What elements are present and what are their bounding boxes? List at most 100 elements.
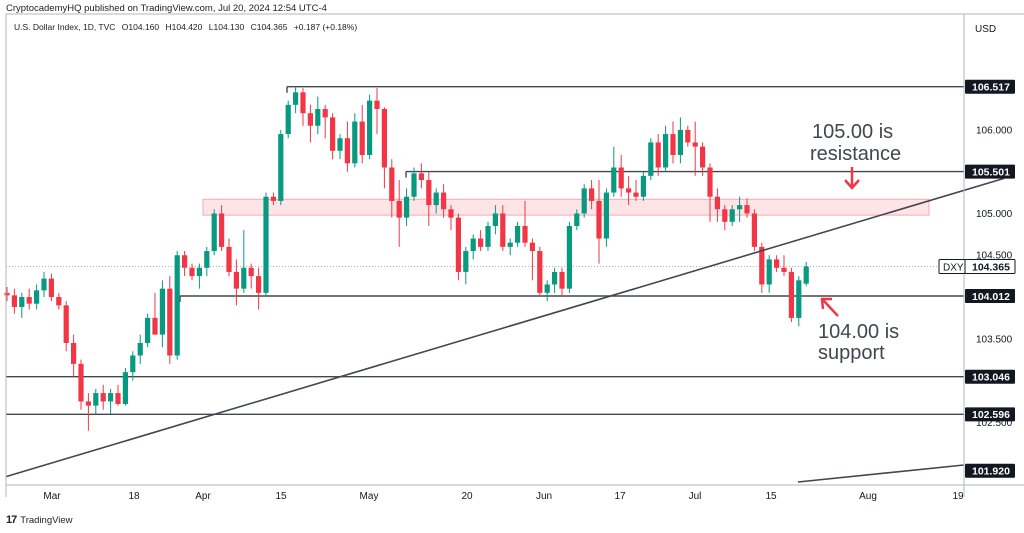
candle-body: [381, 109, 387, 168]
candle-body: [211, 213, 217, 252]
change-value: +0.187 (+0.18%): [293, 22, 358, 32]
candle: [633, 180, 639, 201]
candle: [78, 359, 84, 410]
candle-body: [19, 297, 25, 308]
candle: [574, 209, 580, 231]
candle: [529, 238, 535, 281]
candle: [137, 334, 143, 364]
candle-body: [71, 342, 77, 364]
secondary-trendline: [797, 464, 965, 483]
candle: [152, 292, 158, 335]
price-tag-label: 105.501: [972, 166, 1010, 178]
candle-body: [788, 271, 794, 318]
candle-body: [737, 205, 743, 210]
candle: [707, 163, 713, 222]
candle: [426, 171, 432, 226]
candle: [411, 167, 417, 201]
candle-body: [367, 100, 373, 155]
candle-body: [145, 317, 151, 343]
candle-body: [529, 242, 535, 252]
time-tick-label: 18: [128, 491, 140, 502]
arrow-head: [844, 179, 860, 190]
candle-body: [618, 167, 624, 189]
candle: [537, 246, 543, 298]
candle-body: [122, 372, 128, 404]
candle: [522, 200, 528, 247]
candle-body: [100, 393, 106, 402]
candle-body: [581, 188, 587, 214]
candle: [219, 205, 225, 252]
candle: [492, 205, 498, 235]
candle: [507, 238, 513, 256]
candle: [367, 94, 373, 160]
candle: [241, 230, 247, 293]
candle-body: [559, 271, 565, 289]
time-tick-label: Jun: [536, 491, 552, 502]
candle: [189, 263, 195, 281]
candle: [640, 171, 646, 201]
candle: [182, 251, 188, 277]
time-tick-label: May: [360, 491, 379, 502]
candle-body: [640, 175, 646, 197]
open-value: O104.160: [121, 22, 160, 32]
candle-body: [544, 284, 550, 293]
candle-body: [714, 196, 720, 210]
candle-body: [270, 196, 276, 201]
candle-body: [448, 209, 454, 218]
candle: [226, 238, 232, 277]
candle: [685, 125, 691, 147]
candle: [389, 159, 395, 218]
close-value: C104.365: [250, 22, 288, 32]
time-tick-label: Aug: [859, 491, 877, 502]
currency-label: USD: [975, 24, 997, 35]
symbol-label: U.S. Dollar Index, 1D, TVC: [14, 22, 116, 32]
candle-body: [307, 113, 313, 126]
time-tick-label: 20: [461, 491, 473, 502]
candle: [108, 388, 114, 414]
candle-body: [359, 121, 365, 155]
symbol-chip-label: DXY: [943, 262, 964, 273]
rising-trendline: [5, 177, 1005, 478]
candle-body: [796, 280, 802, 318]
candle: [500, 205, 506, 252]
candle: [751, 209, 757, 252]
candle: [263, 192, 269, 298]
candle-body: [396, 200, 402, 218]
candle: [56, 292, 62, 310]
candle-body: [663, 134, 669, 168]
candle: [204, 246, 210, 277]
price-tag-label: 103.046: [972, 372, 1010, 384]
candle-body: [426, 180, 432, 206]
candle-body: [418, 173, 424, 181]
resistance-annotation-line1: 105.00 is: [812, 121, 893, 143]
candle: [589, 180, 595, 210]
candle-body: [552, 271, 558, 285]
candle-body: [41, 278, 47, 291]
candle: [581, 184, 587, 218]
candle-body: [174, 255, 180, 356]
candle: [196, 263, 202, 289]
candle-body: [574, 213, 580, 226]
price-tick-label: 104.500: [976, 251, 1013, 262]
candle: [93, 388, 99, 414]
candle-body: [159, 288, 165, 335]
candle-body: [596, 200, 602, 239]
candle: [766, 255, 772, 293]
candle-body: [404, 196, 410, 218]
candle: [352, 113, 358, 168]
current-price-tag-bg: [964, 259, 1016, 275]
candle-body: [463, 251, 469, 272]
candle: [796, 276, 802, 327]
support-annotation-line1: 104.00 is: [818, 321, 899, 343]
candle-body: [626, 188, 632, 193]
candle: [603, 188, 609, 247]
tradingview-logo-icon: 17: [6, 514, 17, 526]
tradingview-footer[interactable]: 17 TradingView: [6, 514, 73, 526]
candle: [285, 100, 291, 139]
candle: [404, 188, 410, 226]
candle-body: [137, 342, 143, 356]
candle-body: [781, 267, 787, 272]
candle: [122, 368, 128, 406]
candle-body: [130, 355, 136, 373]
